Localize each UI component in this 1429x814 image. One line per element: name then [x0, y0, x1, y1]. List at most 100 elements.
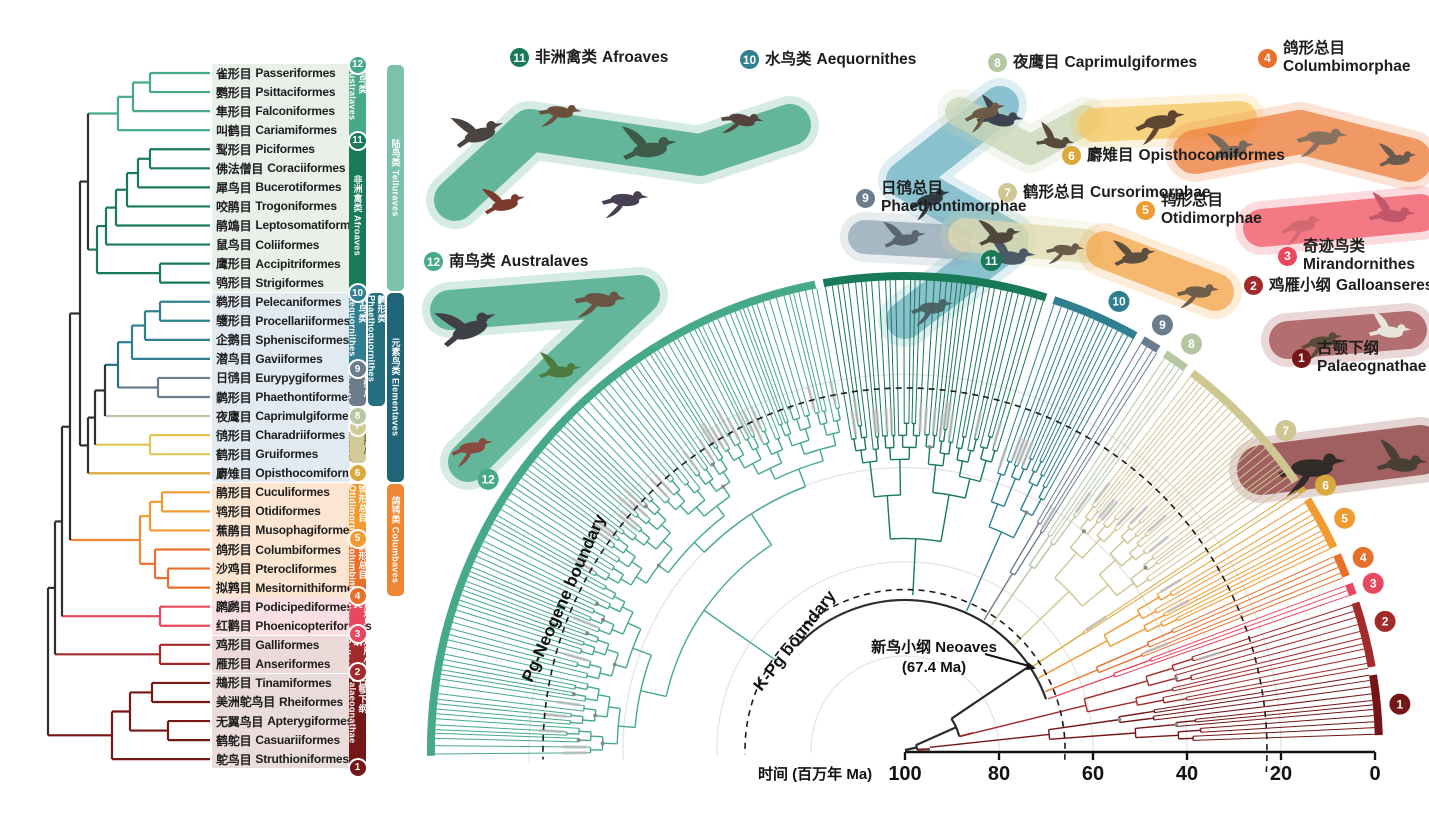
- tip-name-zh: 叫鹤目: [216, 123, 252, 138]
- tree-tip-label: 潜鸟目 Gaviiformes: [216, 349, 323, 368]
- bird-illustration: [1281, 216, 1323, 246]
- clade-label-text: 古颚下纲 Palaeognathae: [1317, 340, 1426, 376]
- clade-label-australaves: 12 南鸟类 Australaves: [424, 252, 588, 271]
- tip-name-latin: Mesitornithiformes: [255, 580, 360, 595]
- tip-name-zh: 日鸻目: [216, 371, 252, 386]
- tip-block-background: [212, 292, 350, 483]
- tip-name-zh: 鹤形目: [216, 447, 252, 462]
- tree-tip-label: 鹈形目 Pelecaniformes: [216, 292, 342, 311]
- tip-name-zh: 鹃形目: [216, 485, 252, 500]
- bird-illustration: [1035, 121, 1075, 149]
- left-cladogram: [46, 71, 210, 761]
- clade-label-text: 奇迹鸟类 Mirandornithes: [1303, 238, 1415, 274]
- tip-name-zh: 鹃鴗目: [216, 218, 252, 233]
- tip-name-latin: Cariamiformes: [255, 123, 337, 138]
- tip-name-zh: 鹰形目: [216, 257, 252, 272]
- bird-illustration: [883, 221, 926, 248]
- tip-name-latin: Galliformes: [255, 637, 320, 652]
- tree-tip-label: 无翼鸟目 Apterygiformes: [216, 712, 353, 731]
- tip-name-latin: Gruiformes: [255, 447, 319, 462]
- tip-name-latin: Struthioniformes: [255, 752, 349, 767]
- tip-name-zh: 隼形目: [216, 104, 252, 119]
- clade-number-badge: 9: [349, 361, 366, 378]
- tree-tip-label: 美洲鸵鸟目 Rheiformes: [216, 692, 343, 711]
- tip-name-latin: Eurypygiformes: [255, 370, 344, 385]
- tip-name-latin: Gaviiformes: [255, 351, 323, 366]
- clade-bar-label: 陆鸟类 Telluraves: [390, 139, 401, 217]
- clade-label-palaeognathae: 1 古颚下纲 Palaeognathae: [1292, 340, 1426, 376]
- clade-bar-label: 水鸟类 Aequornithes: [349, 294, 366, 357]
- svg-text:7: 7: [1282, 424, 1289, 438]
- clade-bar-label: 南鸟类 Australaves: [349, 65, 366, 121]
- clade-label-aequornithes: 10 水鸟类 Aequornithes: [740, 50, 916, 69]
- bird-illustration: [909, 189, 950, 221]
- tip-name-latin: Strigiformes: [255, 275, 324, 290]
- bird-illustration: [1301, 332, 1343, 362]
- tip-name-latin: Opisthocomiformes: [255, 466, 366, 481]
- tree-tip-label: 企鹅目 Sphenisciformes: [216, 330, 349, 349]
- time-axis-title: 时间 (百万年 Ma): [758, 766, 873, 783]
- tip-name-zh: 沙鸡目: [216, 562, 252, 577]
- tip-name-latin: Columbiformes: [255, 542, 341, 557]
- tip-block-background: [212, 63, 350, 292]
- clade-number-badge: 5: [1136, 200, 1155, 220]
- tip-name-zh: 鸮形目: [216, 276, 252, 291]
- time-axis-tick: 80: [987, 763, 1011, 785]
- bird-illustration: [1368, 191, 1416, 223]
- clade-name-zh: 水鸟类: [765, 50, 812, 68]
- clade-name-zh: 日鸻总目: [881, 180, 944, 197]
- clade-number-badge: 9: [856, 188, 875, 208]
- tree-tip-label: 咬鹃目 Trogoniformes: [216, 197, 337, 216]
- tip-name-zh: 夜鹰目: [216, 409, 252, 424]
- tree-tip-label: 鹦形目 Psittaciformes: [216, 83, 336, 102]
- clade-name-latin: Cursorimorphae: [1090, 183, 1211, 201]
- svg-text:2: 2: [1382, 615, 1389, 629]
- svg-text:1: 1: [1397, 697, 1404, 711]
- tree-tip-label: 雀形目 Passeriformes: [216, 64, 336, 83]
- clade-name-zh: 古颚下纲: [1317, 340, 1380, 357]
- tip-name-zh: 无翼鸟目: [216, 714, 264, 729]
- clade-name-latin: Opisthocomiformes: [1138, 146, 1285, 164]
- clade-name-latin: Caprimulgiformes: [1064, 53, 1198, 71]
- svg-text:6: 6: [1322, 478, 1329, 492]
- clade-number-badge: 1: [1292, 348, 1311, 368]
- bird-illustration: [451, 438, 493, 468]
- tip-name-latin: Rheiformes: [279, 694, 344, 709]
- clade-label-text: 鸽形总目 Columbimorphae: [1283, 40, 1410, 76]
- bird-illustration: [538, 104, 582, 127]
- tip-name-latin: Psittaciformes: [255, 85, 336, 100]
- tip-name-latin: Pelecaniformes: [255, 294, 342, 309]
- clade-bar: 鸽形总目 Columbimorphae: [349, 541, 366, 597]
- tree-tip-label: 鹤鸵目 Casuariiformes: [216, 731, 340, 750]
- tip-name-latin: Apterygiformes: [267, 714, 354, 729]
- clade-number-badge: 11: [510, 48, 529, 67]
- bird-illustration: [978, 219, 1021, 246]
- tree-tip-label: 犀鸟目 Bucerotiformes: [216, 178, 341, 197]
- clade-number-badge: 8: [349, 408, 366, 425]
- clade-number-badge: 3: [349, 626, 366, 643]
- tip-block-background: [212, 673, 350, 769]
- clade-label-cursorimorphae: 7 鹤形总目 Cursorimorphae: [998, 183, 1211, 202]
- clade-label-galloanseres: 2 鸡雁小纲 Galloanseres: [1244, 276, 1429, 295]
- clade-outer-ring: [426, 272, 1383, 756]
- clade-number-badge: 10: [740, 50, 759, 69]
- tip-name-zh: 鸨形目: [216, 504, 252, 519]
- tip-name-zh: 咬鹃目: [216, 199, 252, 214]
- time-axis-tick: 60: [1081, 763, 1105, 785]
- k-pg-boundary-label: K-Pg boundary: [750, 586, 840, 694]
- tip-name-zh: 鹱形目: [216, 314, 252, 329]
- tree-tip-label: 䳍形目 Tinamiformes: [216, 673, 332, 692]
- tip-name-zh: 鸵鸟目: [216, 752, 252, 767]
- bird-illustration: [539, 352, 581, 378]
- tip-name-latin: Passeriformes: [255, 66, 336, 80]
- tree-tip-label: 鸡形目 Galliformes: [216, 635, 319, 654]
- clade-number-badge: 2: [1244, 276, 1263, 295]
- clade-name-latin: Australaves: [500, 252, 589, 270]
- bird-illustration: [1045, 243, 1085, 265]
- clade-name-latin: Palaeognathae: [1317, 358, 1427, 375]
- tree-tip-label: 䴕形目 Piciformes: [216, 140, 315, 159]
- tip-name-latin: Leptosomatiformes: [255, 218, 364, 233]
- tip-name-latin: Piciformes: [255, 142, 315, 157]
- clade-label-opisthocomiformes: 6 麝雉目 Opisthocomiformes: [1062, 146, 1285, 165]
